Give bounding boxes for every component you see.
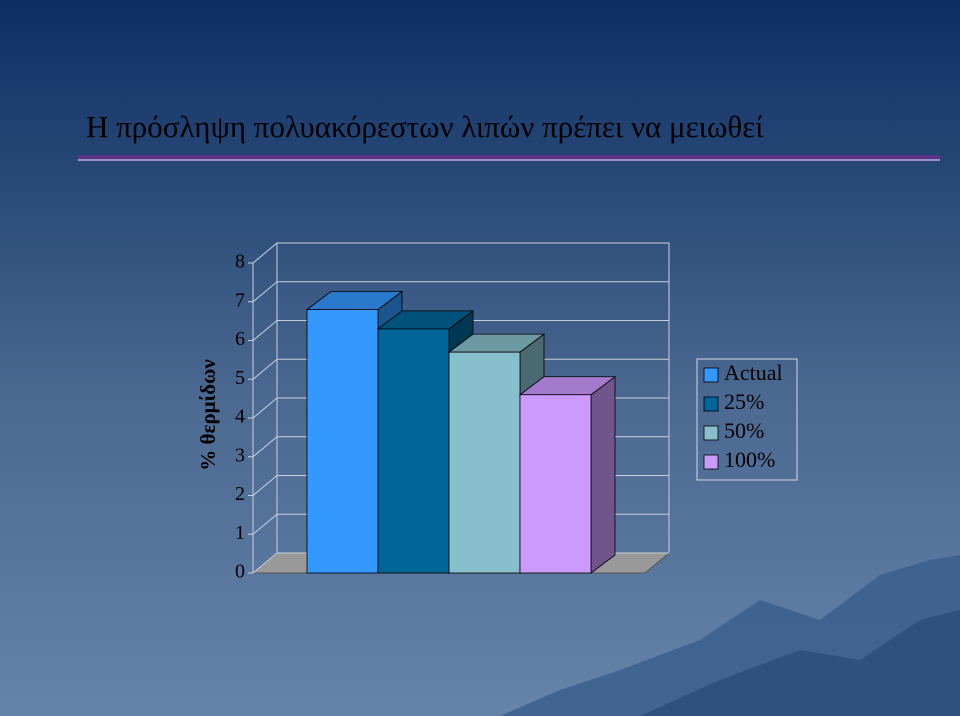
y-tick-label: 5 [235, 367, 245, 389]
bar [377, 328, 450, 574]
bar [519, 394, 592, 574]
legend-box [696, 358, 798, 481]
grid-line [252, 397, 278, 419]
y-tick-label: 6 [235, 328, 245, 350]
y-tick-label: 7 [235, 289, 245, 311]
y-tick-label: 0 [235, 561, 245, 583]
legend-swatch [703, 454, 719, 470]
grid-line [252, 436, 278, 458]
grid-line [252, 242, 278, 264]
y-tick-label: 2 [235, 483, 245, 505]
legend-label: Actual [724, 360, 783, 385]
mountains-front [640, 610, 960, 716]
grid-line [252, 552, 278, 574]
y-tick-label: 4 [235, 406, 245, 428]
grid-line [252, 281, 278, 303]
y-axis-label: % θερμίδων [196, 359, 220, 471]
y-tick-label: 8 [235, 251, 245, 273]
legend-swatch [703, 367, 719, 383]
bar [306, 309, 379, 574]
legend-swatch [703, 425, 719, 441]
y-tick-label: 1 [235, 522, 245, 544]
y-tick-label: 3 [235, 444, 245, 466]
slide-title: Η πρόσληψη πολυακόρεστων λιπών πρέπει να… [86, 109, 764, 144]
grid-line [252, 475, 278, 496]
grid-line [252, 358, 278, 380]
legend-label: 25% [724, 389, 764, 414]
grid-line [252, 513, 278, 535]
legend-label: 50% [724, 418, 764, 443]
legend-label: 100% [724, 447, 775, 472]
bar [448, 351, 521, 574]
bar-side [590, 375, 616, 574]
grid-line [252, 320, 278, 341]
legend-swatch [703, 396, 719, 412]
